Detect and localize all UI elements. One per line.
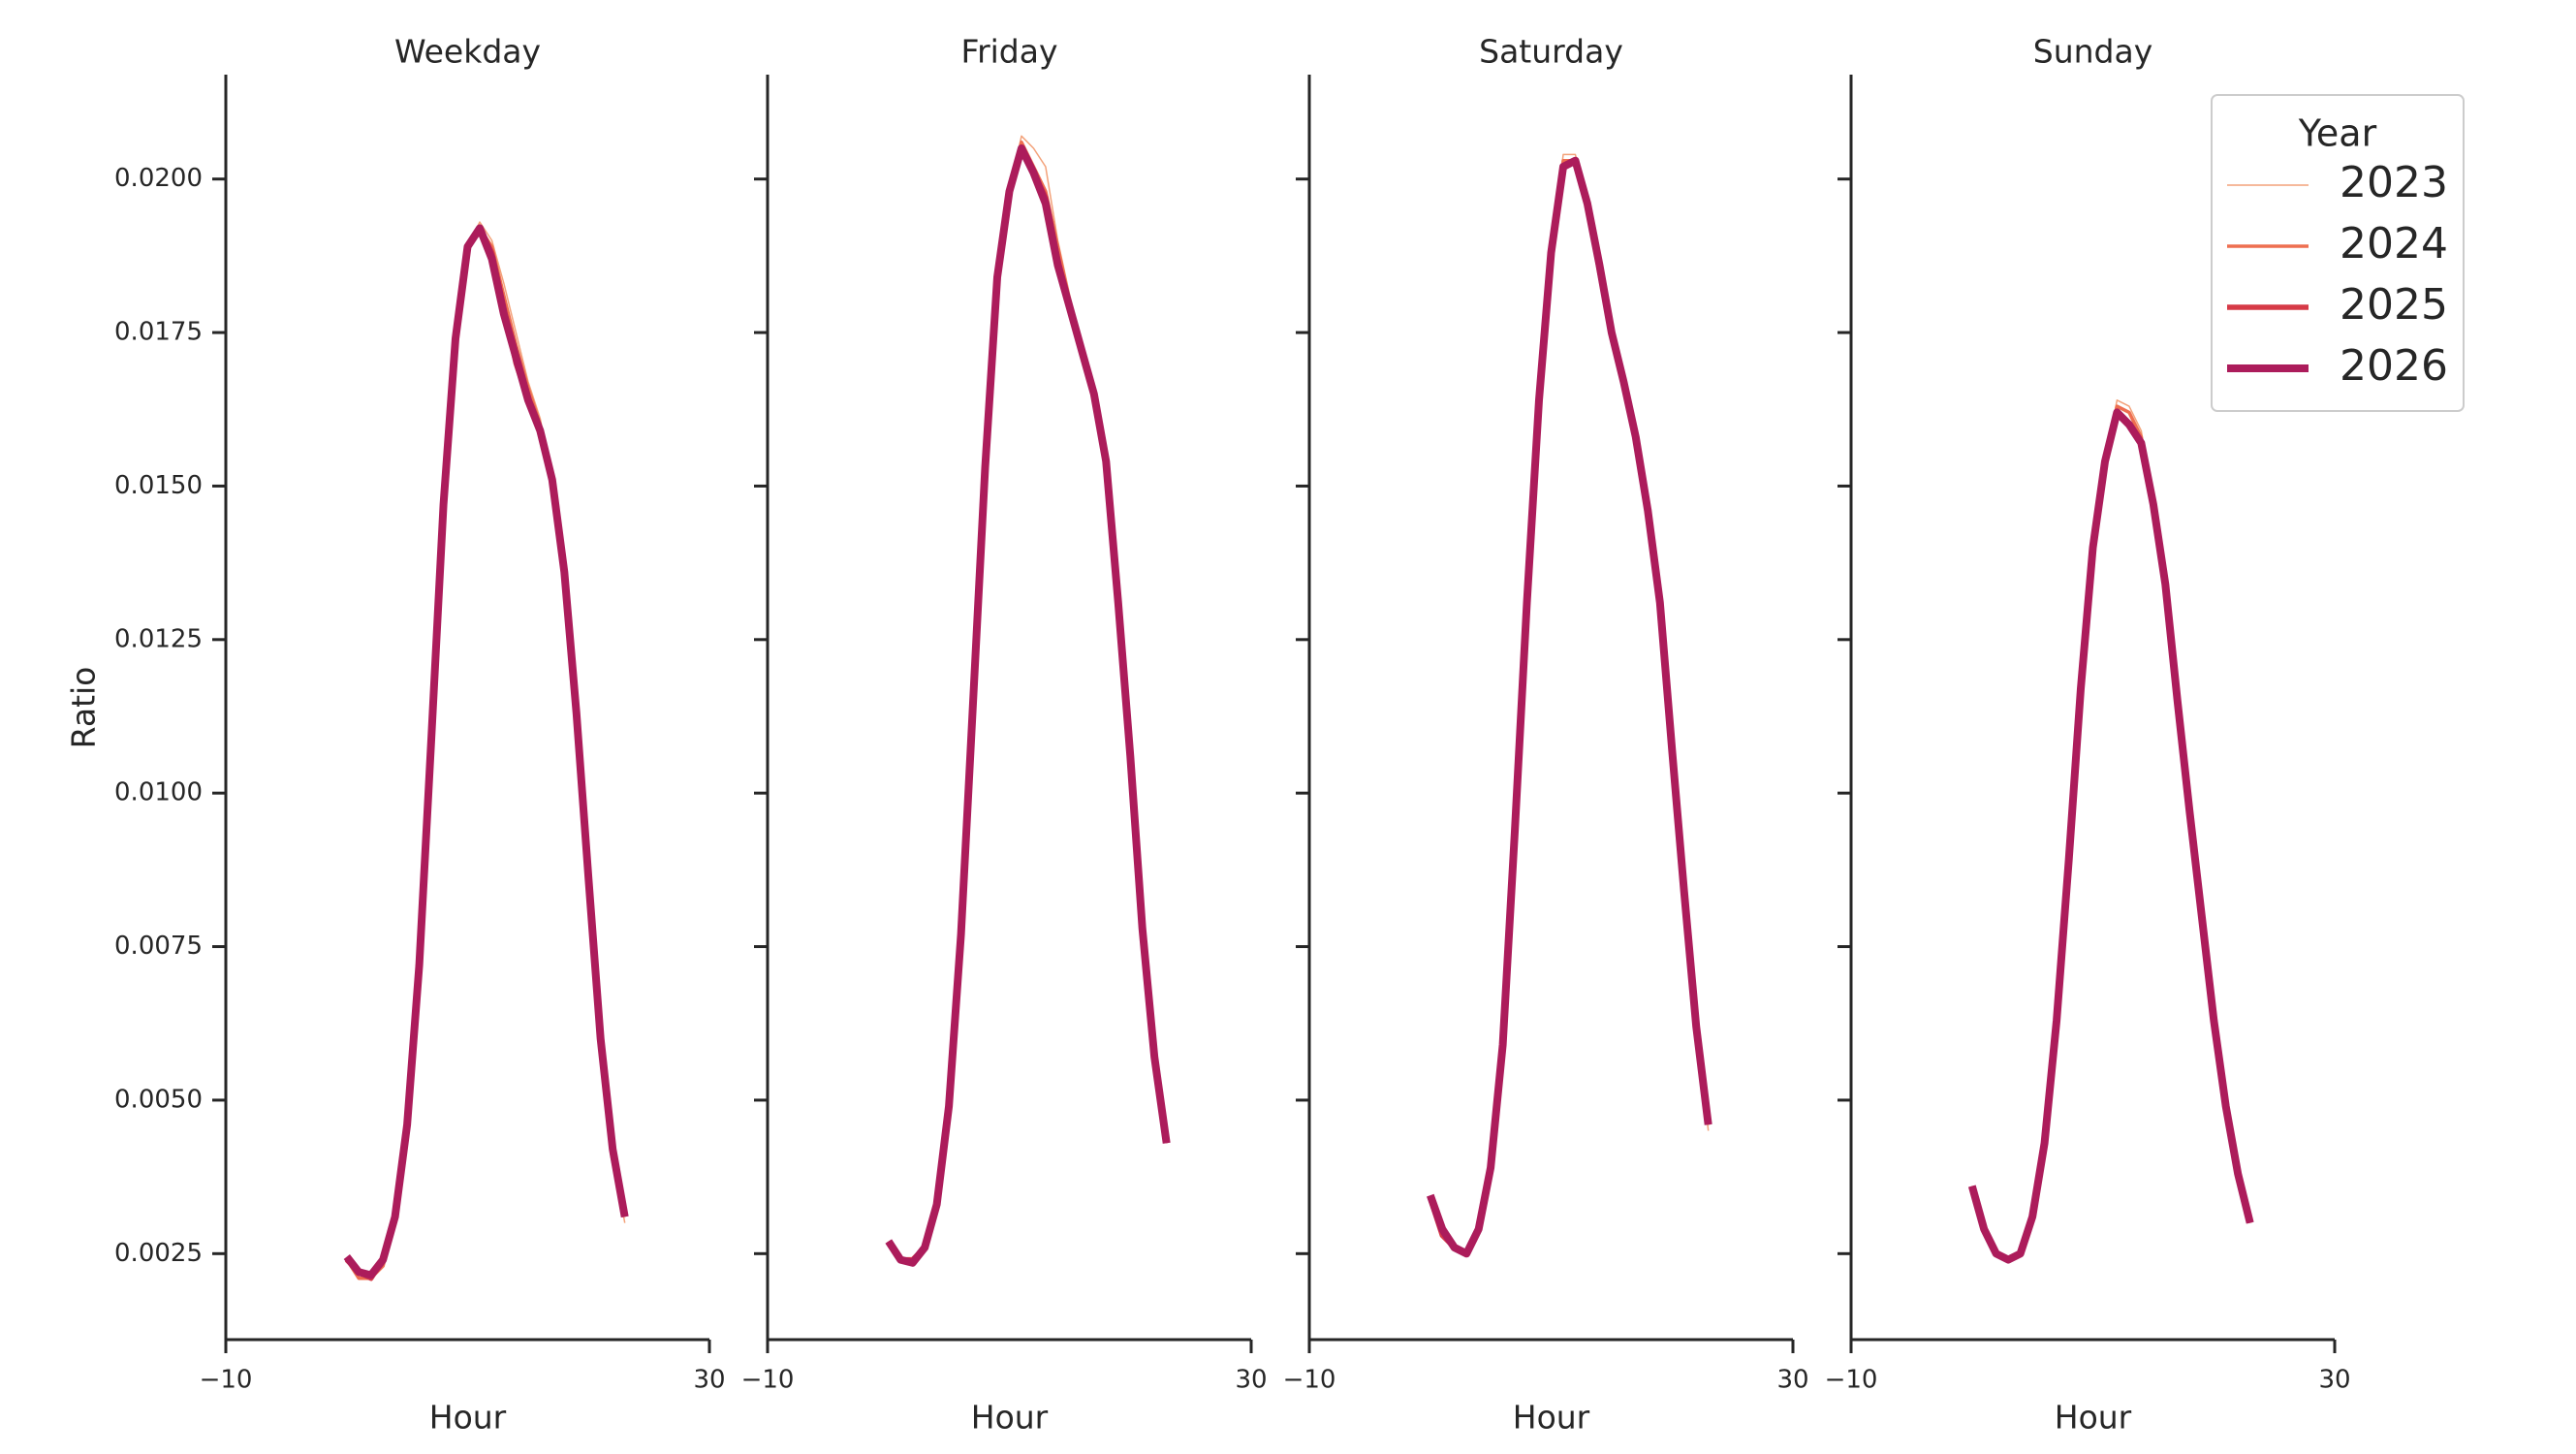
y-tick-label: 0.0150 xyxy=(114,471,203,500)
y-tick-label: 0.0200 xyxy=(114,164,203,193)
panel-saturday: Saturday −10 30 Hour xyxy=(1283,33,1809,1437)
legend-item-2026[interactable]: 2026 xyxy=(2227,341,2448,391)
series-line-2026 xyxy=(885,144,1171,1267)
series-line-2026 xyxy=(1967,408,2254,1264)
x-tick-label: −10 xyxy=(1825,1366,1878,1395)
legend-title: Year xyxy=(2298,112,2377,155)
legend-items: 2023 2024 2025 2026 xyxy=(2227,158,2448,391)
series-line-2026 xyxy=(343,224,629,1280)
x-tick-label: −10 xyxy=(741,1366,795,1395)
y-tick-label: 0.0100 xyxy=(114,778,203,807)
x-tick-label: 30 xyxy=(2318,1366,2350,1395)
panel-title: Sunday xyxy=(2033,33,2152,71)
x-axis-title: Hour xyxy=(971,1399,1049,1437)
x-axis-title: Hour xyxy=(429,1399,507,1437)
panel-title: Friday xyxy=(960,33,1057,71)
x-tick-label: 30 xyxy=(1235,1366,1267,1395)
x-tick-label: −10 xyxy=(1283,1366,1336,1395)
legend-label: 2024 xyxy=(2340,219,2448,269)
y-tick-label: 0.0175 xyxy=(114,318,203,347)
legend-item-2025[interactable]: 2025 xyxy=(2227,280,2448,330)
x-tick-label: 30 xyxy=(693,1366,725,1395)
panel-title: Saturday xyxy=(1479,33,1623,71)
panel-sunday: Sunday −10 30 Hour xyxy=(1825,33,2351,1437)
y-tick-label: 0.0125 xyxy=(114,624,203,653)
y-axis-title: Ratio xyxy=(65,667,103,749)
legend[interactable]: Year 2023 2024 2025 2026 xyxy=(2211,94,2465,412)
y-tick-label: 0.0050 xyxy=(114,1085,203,1114)
legend-item-2023[interactable]: 2023 xyxy=(2227,158,2448,207)
x-tick-label: −10 xyxy=(200,1366,253,1395)
legend-frame xyxy=(2211,94,2465,412)
legend-item-2024[interactable]: 2024 xyxy=(2227,219,2448,269)
panels-group: Weekday 0.0025 0.0050 0.0075 0.0100 0.0125 0.0… xyxy=(114,33,2351,1437)
x-tick-label: 30 xyxy=(1776,1366,1808,1395)
panel-friday: Friday −10 30 Hour xyxy=(741,33,1268,1437)
x-axis-title: Hour xyxy=(1513,1399,1590,1437)
y-tick-label: 0.0075 xyxy=(114,932,203,961)
panel-weekday: Weekday 0.0025 0.0050 0.0075 0.0100 0.0125 0.0… xyxy=(114,33,726,1437)
legend-label: 2025 xyxy=(2340,280,2448,330)
y-tick-label: 0.0025 xyxy=(114,1239,203,1268)
panel-title: Weekday xyxy=(394,33,541,71)
series-line-2026 xyxy=(1427,156,1712,1258)
legend-label: 2026 xyxy=(2340,341,2448,391)
legend-label: 2023 xyxy=(2340,158,2448,207)
x-axis-title: Hour xyxy=(2055,1399,2132,1437)
